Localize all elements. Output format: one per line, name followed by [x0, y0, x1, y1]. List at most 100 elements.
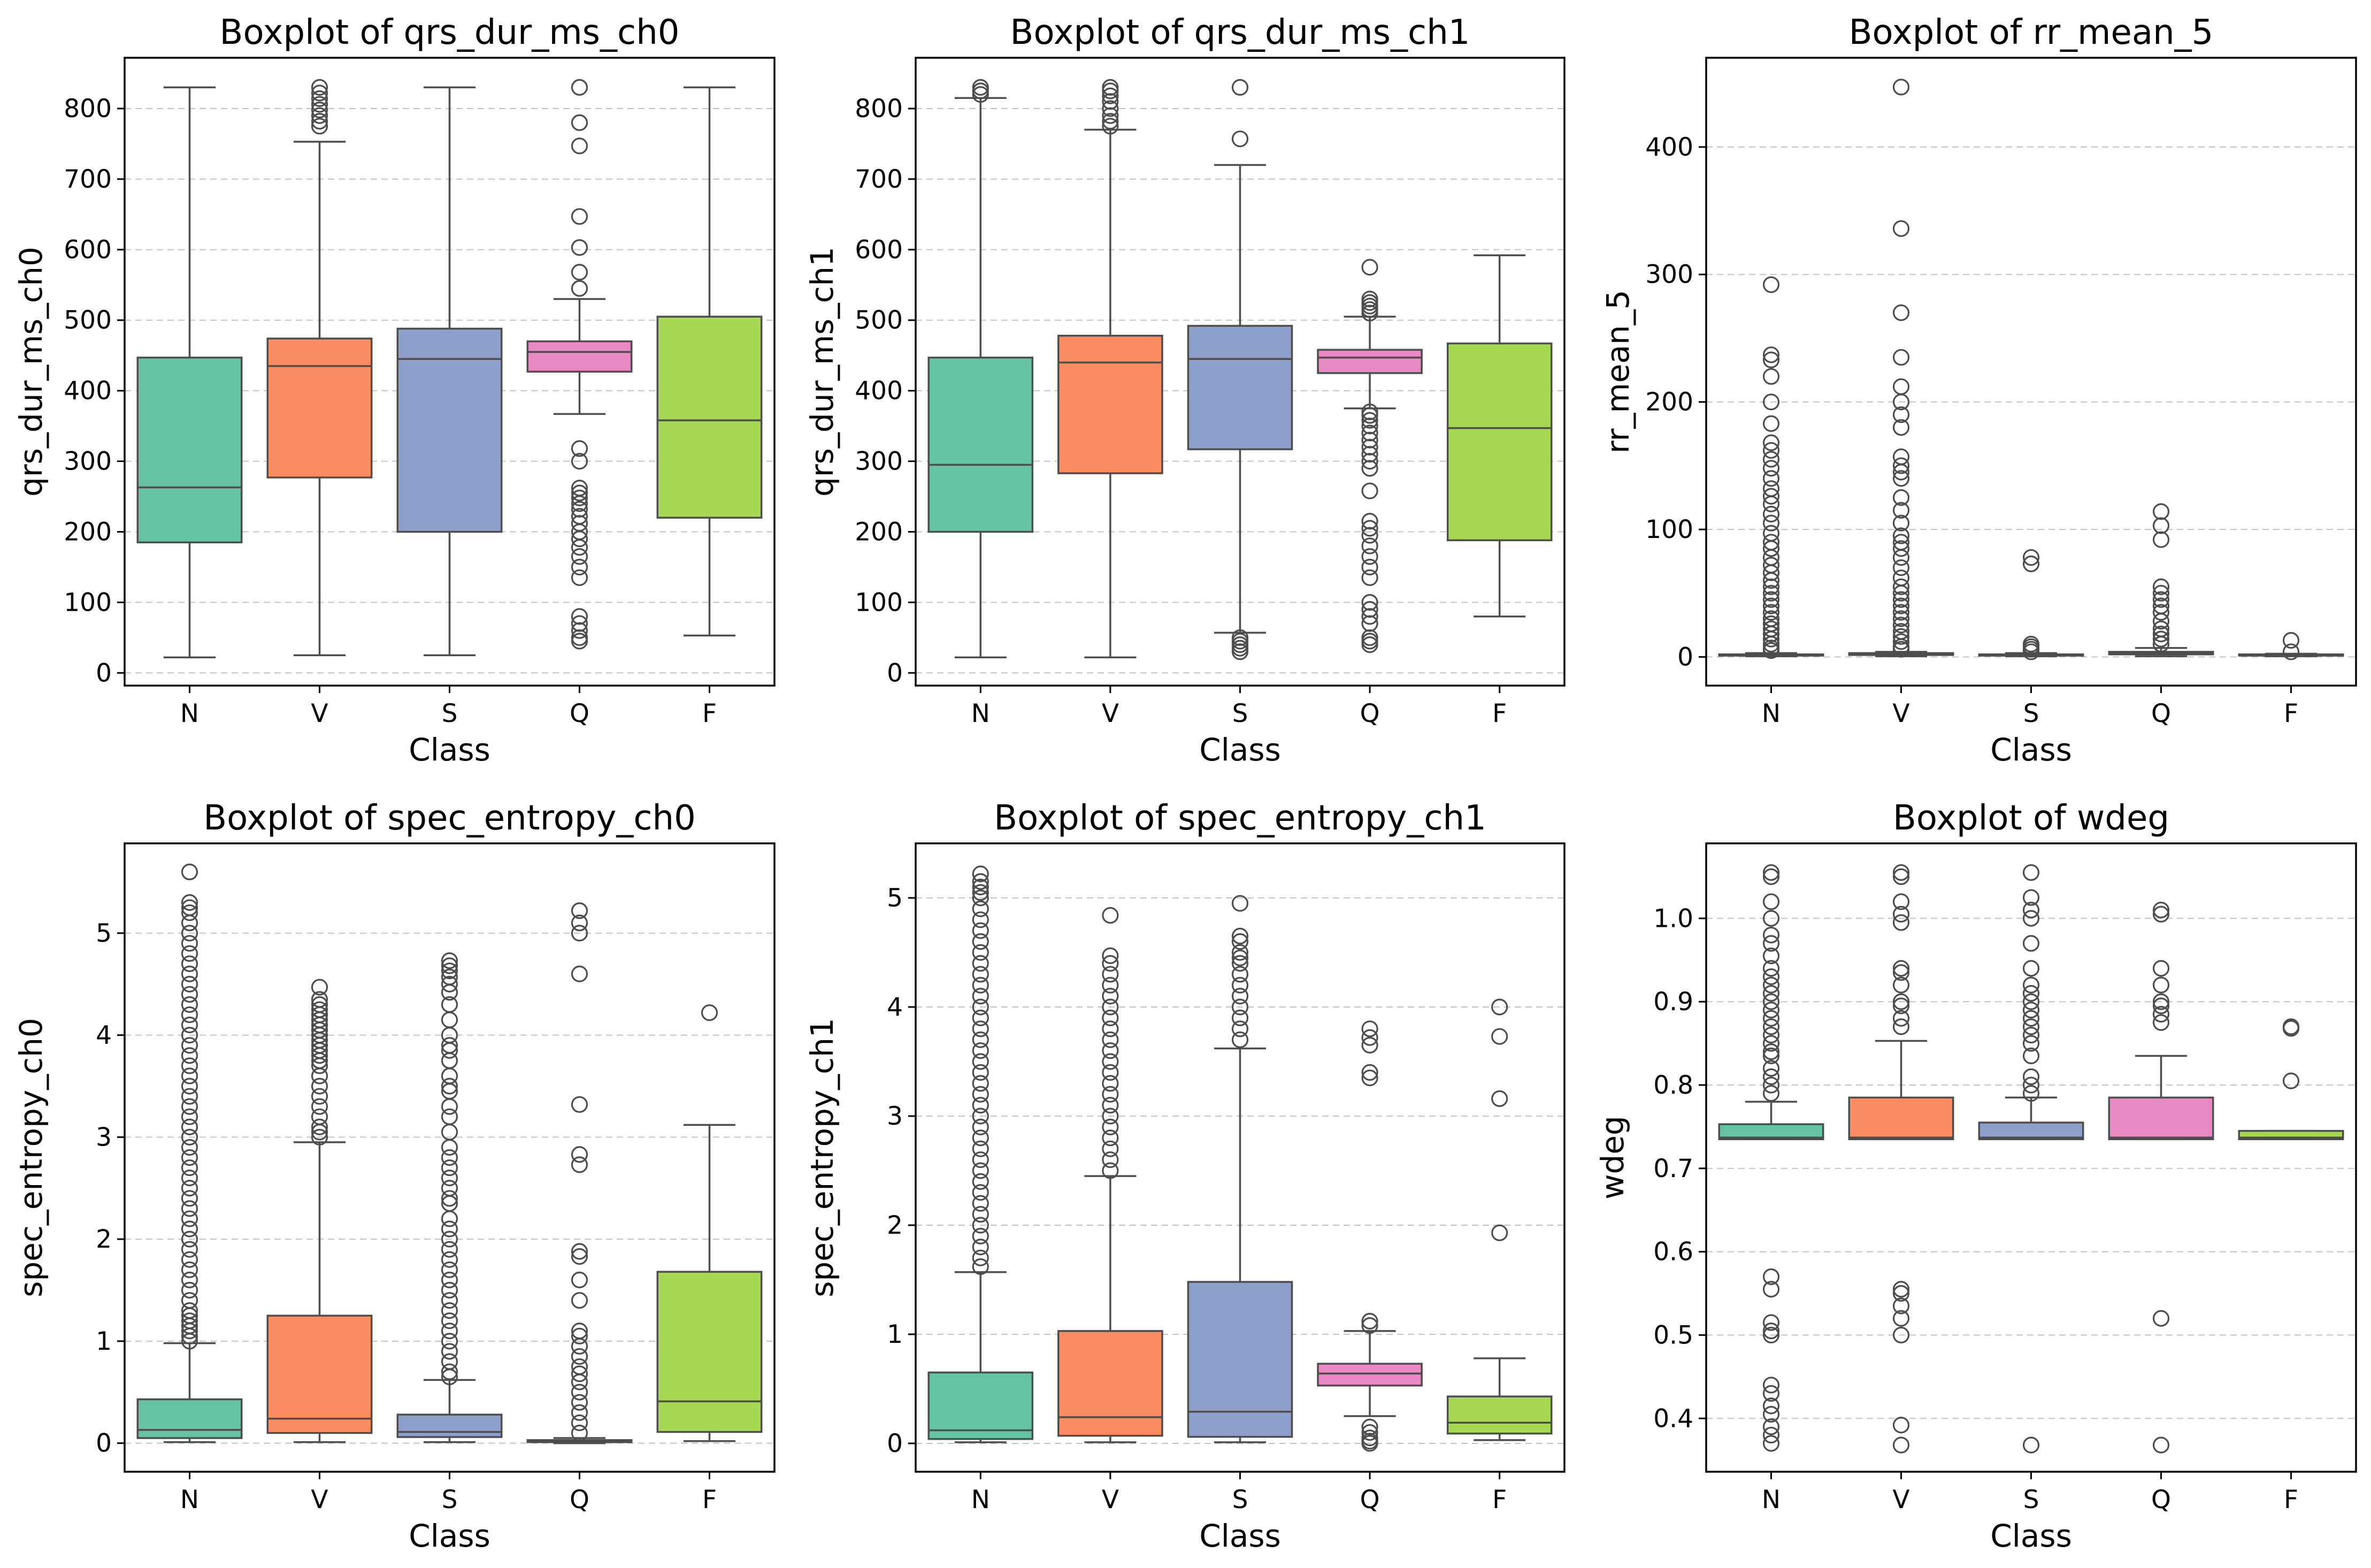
outlier-point — [571, 548, 588, 565]
outlier-point — [2022, 960, 2040, 977]
y-tick-label: 700 — [855, 165, 903, 194]
outlier-point — [571, 914, 588, 932]
outlier-point — [1361, 601, 1378, 618]
outlier-point — [972, 987, 989, 1005]
outlier-point — [181, 1027, 198, 1044]
outlier-point — [1762, 572, 1780, 589]
y-tick-label: 200 — [64, 517, 112, 547]
outlier-point — [1892, 349, 1910, 366]
outlier-point — [1102, 1129, 1119, 1147]
box-S — [1187, 895, 1293, 1443]
y-tick-label: 100 — [64, 588, 112, 617]
outlier-point — [311, 84, 328, 102]
box-F — [656, 86, 763, 637]
box-Q — [1317, 1020, 1423, 1452]
outlier-point — [1231, 949, 1249, 966]
outlier-point — [2022, 910, 2040, 927]
outlier-point — [1102, 1086, 1119, 1103]
outlier-point — [2152, 1005, 2170, 1023]
outlier-point — [972, 1096, 989, 1114]
x-tick-label: F — [2284, 1485, 2298, 1515]
outlier-point — [1361, 460, 1378, 477]
outlier-point — [2152, 591, 2170, 608]
outlier-point — [1102, 1096, 1119, 1114]
outlier-point — [972, 1031, 989, 1048]
box-V — [1848, 864, 1954, 1454]
outlier-point — [181, 1159, 198, 1177]
outlier-point — [2022, 985, 2040, 1002]
chart-title: Boxplot of qrs_dur_ms_ch1 — [1010, 13, 1470, 52]
y-tick-label: 800 — [855, 94, 903, 124]
outlier-point — [181, 863, 198, 881]
outlier-point — [441, 1302, 458, 1319]
outlier-point — [181, 925, 198, 942]
outlier-point — [571, 1327, 588, 1344]
outlier-point — [1231, 927, 1249, 944]
outlier-point — [1762, 578, 1780, 595]
outlier-point — [972, 1086, 989, 1103]
outlier-point — [571, 1292, 588, 1309]
outlier-point — [1102, 998, 1119, 1016]
iqr-box — [927, 356, 1034, 533]
outlier-point — [1231, 1009, 1249, 1026]
outlier-point — [2152, 905, 2170, 923]
outlier-point — [181, 1067, 198, 1085]
outlier-point — [441, 1231, 458, 1248]
y-tick-label: 600 — [855, 235, 903, 265]
y-tick-label: 2 — [887, 1211, 903, 1240]
outlier-point — [972, 1173, 989, 1190]
outlier-point — [1762, 564, 1780, 581]
outlier-point — [2152, 531, 2170, 548]
y-tick-label: 1 — [96, 1327, 112, 1356]
box-N — [927, 865, 1034, 1443]
box-S — [396, 86, 503, 657]
y-tick-label: 4 — [887, 993, 903, 1022]
outlier-point — [1102, 966, 1119, 983]
outlier-point — [1762, 635, 1780, 653]
outlier-point — [181, 955, 198, 972]
outlier-point — [1762, 1385, 1780, 1402]
box-Q — [2108, 902, 2214, 1454]
x-tick-label: F — [1492, 1485, 1507, 1515]
outlier-point — [1892, 591, 1910, 608]
outlier-point — [1231, 643, 1249, 660]
outlier-point — [1892, 1417, 1910, 1434]
outlier-point — [1892, 502, 1910, 519]
iqr-box — [1446, 1395, 1553, 1435]
iqr-box — [1317, 349, 1423, 374]
box-S — [1978, 549, 2084, 660]
outlier-point — [1361, 558, 1378, 575]
outlier-point — [2152, 997, 2170, 1014]
x-tick-label: N — [1762, 1485, 1781, 1515]
outlier-point — [1762, 935, 1780, 952]
outlier-point — [1231, 987, 1249, 1005]
outlier-point — [181, 1088, 198, 1105]
y-tick-label: 100 — [855, 588, 903, 617]
outlier-point — [972, 1075, 989, 1092]
outlier-point — [441, 975, 458, 993]
outlier-point — [1762, 1026, 1780, 1044]
outlier-point — [1892, 304, 1910, 321]
outlier-point — [972, 1205, 989, 1223]
x-axis-label: Class — [409, 732, 490, 768]
outlier-point — [311, 96, 328, 113]
outlier-point — [441, 1271, 458, 1288]
outlier-point — [571, 1146, 588, 1163]
iqr-box — [1187, 1281, 1293, 1438]
y-axis-label: spec_entropy_ch1 — [804, 1018, 840, 1297]
outlier-point — [2282, 632, 2300, 649]
y-tick-label: 400 — [855, 376, 903, 406]
outlier-point — [181, 1190, 198, 1207]
outlier-point — [972, 1227, 989, 1244]
x-tick-label: V — [1892, 1485, 1909, 1515]
outlier-point — [441, 1333, 458, 1350]
y-tick-label: 200 — [1645, 388, 1693, 417]
y-axis-label: spec_entropy_ch0 — [13, 1018, 49, 1297]
outlier-point — [571, 264, 588, 281]
outlier-point — [1762, 926, 1780, 944]
outlier-point — [1892, 419, 1910, 436]
axes-frame — [915, 842, 1566, 1473]
outlier-point — [972, 1151, 989, 1169]
outlier-point — [1892, 641, 1910, 658]
subplot-4: 0 1 2 3 4 5 N V S Q F Boxplot of spec_entropy_ch0 Cl… — [13, 798, 776, 1554]
